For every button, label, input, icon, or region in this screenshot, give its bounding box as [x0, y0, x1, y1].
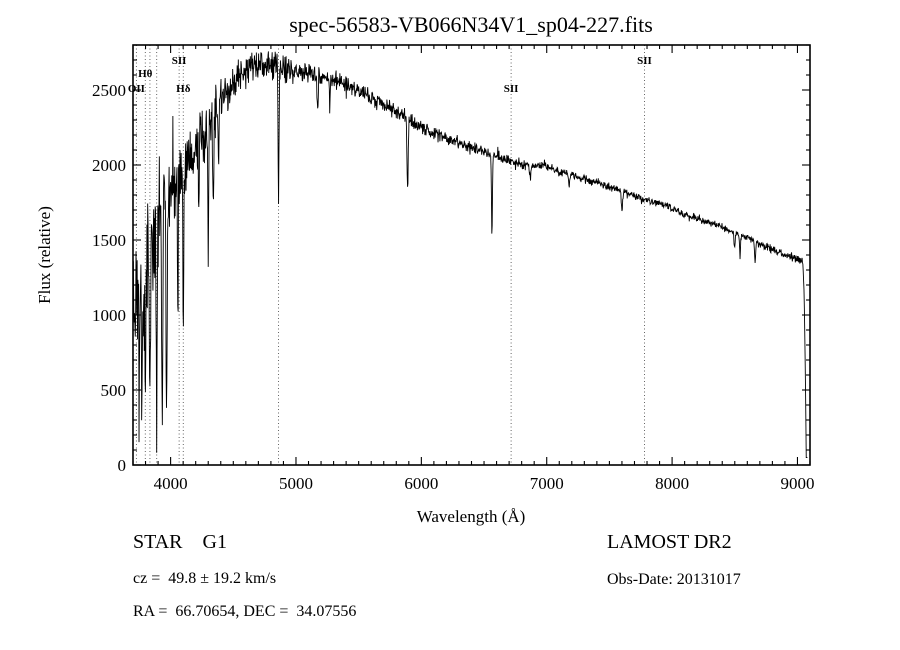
marker-label-SII: SII	[637, 55, 652, 67]
y-axis-title: Flux (relative)	[35, 206, 54, 304]
ra-dec-value: RA = 66.70654, DEC = 34.07556	[133, 603, 356, 620]
y-tick-label: 500	[101, 381, 127, 400]
obs-date: Obs-Date: 20131017	[607, 571, 741, 588]
marker-label-SII: SII	[172, 55, 187, 67]
spectrum-line-layer	[132, 51, 808, 458]
x-tick-label: 6000	[404, 474, 438, 493]
y-tick-label: 1500	[92, 231, 126, 250]
marker-label-OII: OII	[128, 83, 145, 95]
x-tick-label: 9000	[780, 474, 814, 493]
y-tick-label: 2500	[92, 81, 126, 100]
y-tick-label: 2000	[92, 156, 126, 175]
x-tick-label: 4000	[154, 474, 188, 493]
spectrum-line	[132, 51, 808, 458]
cz-value: cz = 49.8 ± 19.2 km/s	[133, 570, 276, 587]
x-tick-label: 7000	[530, 474, 564, 493]
axes-layer: 4000 5000 6000 7000 8000 9000 0 500 1000 1500 2000…	[92, 44, 814, 493]
marker-label-SII: SII	[504, 83, 519, 95]
marker-label-Hθ: Hθ	[138, 68, 153, 80]
y-tick-label: 0	[118, 456, 127, 475]
object-class-label: STAR G1	[133, 531, 227, 553]
x-axis-title: Wavelength (Å)	[417, 507, 526, 526]
y-tick-label: 1000	[92, 306, 126, 325]
line-marker-layer	[135, 45, 645, 465]
marker-label-Hδ: Hδ	[176, 83, 191, 95]
line-marker-labels: OII Hθ SII Hδ SII SII	[128, 55, 652, 95]
survey-label: LAMOST DR2	[607, 531, 732, 553]
chart-title: spec-56583-VB066N34V1_sp04-227.fits	[289, 12, 653, 37]
x-tick-label: 5000	[279, 474, 313, 493]
plot-frame	[132, 44, 811, 466]
x-tick-label: 8000	[655, 474, 689, 493]
